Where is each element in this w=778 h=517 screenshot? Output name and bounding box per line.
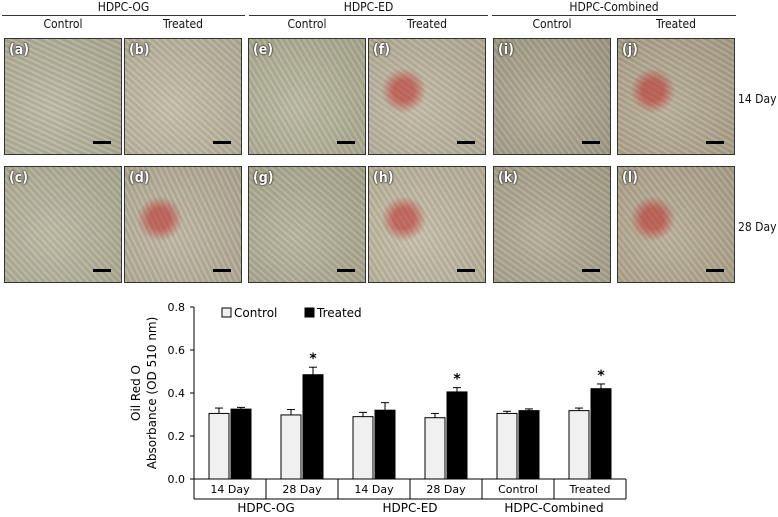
- bar: [424, 417, 446, 480]
- legend-swatch: [221, 307, 232, 318]
- micrograph-panel: (d): [124, 166, 242, 283]
- bar: [208, 412, 230, 480]
- micrograph-panel: (e): [248, 38, 366, 155]
- group-rule: [492, 15, 736, 16]
- micrograph-panel: (i): [493, 38, 611, 155]
- group-label: HDPC-OG: [237, 501, 294, 515]
- micrograph-panel: (g): [248, 166, 366, 283]
- scale-bar: [582, 141, 600, 144]
- scale-bar: [93, 269, 111, 272]
- bar: [590, 388, 612, 480]
- group-title: HDPC-OG: [97, 0, 150, 14]
- bar: [568, 410, 590, 480]
- column-label: Treated: [163, 17, 203, 31]
- row-label: 14 Day: [738, 92, 777, 106]
- group-label: HDPC-ED: [382, 501, 437, 515]
- scale-bar: [337, 141, 355, 144]
- bar: [446, 391, 468, 480]
- column-label: Treated: [407, 17, 447, 31]
- significance-marker: *: [597, 368, 605, 384]
- x-tick-label: 14 Day: [210, 483, 250, 496]
- micrograph-panel: (c): [4, 166, 122, 283]
- group-label: HDPC-Combined: [504, 501, 603, 515]
- micrograph-panel: (k): [493, 166, 611, 283]
- bar: [496, 412, 518, 480]
- scale-bar: [213, 269, 231, 272]
- group-title: HDPC-Combined: [569, 0, 659, 14]
- scale-bar: [457, 141, 475, 144]
- bar: [280, 414, 302, 480]
- panel-label: (d): [129, 170, 150, 186]
- x-tick-label: Treated: [569, 483, 611, 496]
- bar: [352, 416, 374, 480]
- panel-label: (a): [9, 42, 30, 58]
- panel-label: (g): [253, 170, 274, 186]
- bar: [518, 410, 540, 480]
- x-tick-label: 28 Day: [426, 483, 466, 496]
- scale-bar: [706, 141, 724, 144]
- significance-marker: *: [453, 372, 461, 388]
- panel-label: (h): [373, 170, 394, 186]
- legend-label: Treated: [316, 306, 362, 320]
- bar: [230, 408, 252, 480]
- scale-bar: [582, 269, 600, 272]
- y-axis-label: Oil Red O: [129, 365, 143, 421]
- y-tick-label: 0.6: [168, 344, 186, 357]
- significance-marker: *: [309, 351, 317, 367]
- panel-label: (i): [498, 42, 514, 58]
- row-label: 28 Day: [738, 220, 777, 234]
- group-rule: [2, 15, 245, 16]
- y-tick-label: 0.8: [168, 301, 186, 314]
- panel-label: (b): [129, 42, 150, 58]
- micrograph-panel: (b): [124, 38, 242, 155]
- panel-label: (j): [622, 42, 638, 58]
- panel-label: (k): [498, 170, 518, 186]
- scale-bar: [213, 141, 231, 144]
- x-tick-label: Control: [498, 483, 538, 496]
- y-tick-label: 0.4: [168, 387, 186, 400]
- scale-bar: [706, 269, 724, 272]
- oil-red-o-bar-chart: 0.0 0.2 0.4 0.6 0.8 Oil Red O Absorbance (OD 5…: [129, 301, 627, 515]
- column-label: Control: [532, 17, 572, 31]
- bar: [302, 374, 324, 480]
- micrograph-panel: (f): [368, 38, 486, 155]
- panel-label: (e): [253, 42, 274, 58]
- x-tick-label: 14 Day: [354, 483, 394, 496]
- micrograph-panel: (a): [4, 38, 122, 155]
- panel-label: (c): [9, 170, 28, 186]
- micrograph-panel: (l): [617, 166, 735, 283]
- y-tick-label: 0.2: [168, 430, 186, 443]
- group-rule: [249, 15, 488, 16]
- scale-bar: [337, 269, 355, 272]
- legend-swatch: [304, 307, 315, 318]
- panel-label: (f): [373, 42, 390, 58]
- column-label: Control: [287, 17, 327, 31]
- y-tick-label: 0.0: [168, 473, 186, 486]
- column-label: Control: [43, 17, 83, 31]
- panel-label: (l): [622, 170, 638, 186]
- legend-label: Control: [234, 306, 277, 320]
- micrograph-panel: (h): [368, 166, 486, 283]
- x-tick-label: 28 Day: [282, 483, 322, 496]
- group-title: HDPC-ED: [343, 0, 394, 14]
- scale-bar: [93, 141, 111, 144]
- scale-bar: [457, 269, 475, 272]
- micrograph-panel: (j): [617, 38, 735, 155]
- y-axis-label: Absorbance (OD 510 nm): [145, 317, 159, 470]
- column-label: Treated: [656, 17, 696, 31]
- bar: [374, 409, 396, 480]
